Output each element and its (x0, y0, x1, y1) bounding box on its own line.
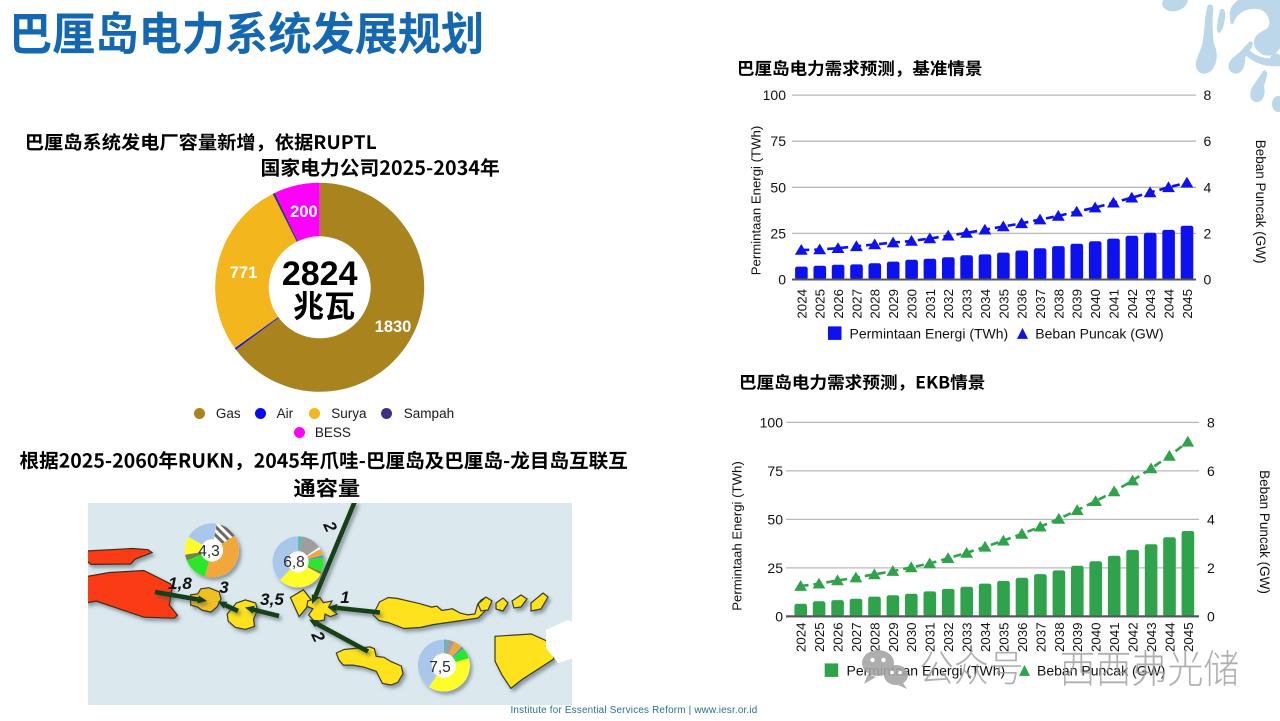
svg-text:2044: 2044 (1162, 289, 1177, 319)
svg-text:8: 8 (1204, 87, 1212, 103)
svg-text:2029: 2029 (886, 289, 901, 319)
svg-text:2034: 2034 (978, 289, 993, 319)
svg-text:2024: 2024 (794, 622, 809, 652)
svg-text:50: 50 (770, 179, 786, 195)
svg-text:8: 8 (1207, 414, 1215, 430)
svg-text:25: 25 (767, 560, 783, 576)
svg-text:4: 4 (1204, 179, 1212, 195)
svg-text:2027: 2027 (849, 289, 864, 319)
svg-text:3,5: 3,5 (260, 590, 284, 609)
svg-text:Permintaan Energi (TWh): Permintaan Energi (TWh) (850, 325, 1009, 341)
svg-text:2028: 2028 (867, 622, 882, 652)
svg-text:75: 75 (770, 133, 786, 149)
svg-text:2025: 2025 (813, 289, 828, 319)
svg-text:50: 50 (767, 511, 783, 527)
svg-text:0: 0 (778, 272, 786, 288)
svg-text:2040: 2040 (1088, 289, 1103, 319)
svg-text:2043: 2043 (1144, 622, 1159, 652)
svg-text:2032: 2032 (941, 622, 956, 652)
svg-text:0: 0 (775, 608, 783, 624)
svg-text:2033: 2033 (960, 289, 975, 319)
svg-text:7,5: 7,5 (429, 659, 451, 676)
svg-text:2029: 2029 (886, 622, 901, 652)
svg-text:2: 2 (1207, 560, 1215, 576)
svg-text:2035: 2035 (996, 622, 1011, 652)
svg-text:2027: 2027 (849, 622, 864, 652)
svg-text:2036: 2036 (1015, 289, 1030, 319)
svg-text:Beban Puncak (GW): Beban Puncak (GW) (1037, 662, 1165, 678)
svg-text:2037: 2037 (1033, 622, 1048, 652)
svg-text:3: 3 (219, 578, 229, 597)
svg-text:75: 75 (767, 463, 783, 479)
svg-text:2045: 2045 (1180, 289, 1195, 319)
svg-text:6: 6 (1207, 463, 1215, 479)
svg-text:2024: 2024 (794, 289, 809, 319)
svg-text:Permintaan Energi (TWh): Permintaan Energi (TWh) (749, 126, 764, 276)
svg-text:2031: 2031 (923, 622, 938, 652)
svg-text:2025: 2025 (812, 622, 827, 652)
svg-text:2042: 2042 (1125, 289, 1140, 319)
svg-text:2030: 2030 (904, 622, 919, 652)
svg-text:2038: 2038 (1051, 289, 1066, 319)
svg-text:2043: 2043 (1143, 289, 1158, 319)
svg-text:2039: 2039 (1070, 289, 1085, 319)
svg-text:2032: 2032 (941, 289, 956, 319)
svg-text:2041: 2041 (1107, 622, 1122, 652)
svg-text:2: 2 (1204, 225, 1212, 241)
svg-text:2026: 2026 (831, 289, 846, 319)
svg-text:Beban Puncak (GW): Beban Puncak (GW) (1035, 325, 1163, 341)
svg-text:25: 25 (770, 225, 786, 241)
svg-text:2044: 2044 (1162, 622, 1177, 652)
svg-text:2031: 2031 (923, 289, 938, 319)
svg-text:4,3: 4,3 (198, 543, 220, 560)
svg-text:4: 4 (1207, 511, 1215, 527)
svg-text:2030: 2030 (905, 289, 920, 319)
svg-text:2045: 2045 (1181, 622, 1196, 652)
svg-text:2033: 2033 (960, 622, 975, 652)
svg-text:2037: 2037 (1033, 289, 1048, 319)
svg-text:0: 0 (1207, 608, 1215, 624)
svg-text:2042: 2042 (1126, 622, 1141, 652)
svg-text:2034: 2034 (978, 622, 993, 652)
svg-text:100: 100 (763, 87, 787, 103)
svg-text:2035: 2035 (996, 289, 1011, 319)
svg-text:2026: 2026 (831, 622, 846, 652)
svg-text:2038: 2038 (1052, 622, 1067, 652)
svg-text:0: 0 (1204, 272, 1212, 288)
svg-text:2036: 2036 (1015, 622, 1030, 652)
svg-text:6,8: 6,8 (283, 554, 305, 571)
svg-text:Beban Puncak (GW): Beban Puncak (GW) (1253, 140, 1268, 264)
svg-text:2040: 2040 (1089, 622, 1104, 652)
svg-text:2028: 2028 (868, 289, 883, 319)
svg-text:Beban Puncak (GW): Beban Puncak (GW) (1257, 470, 1272, 594)
svg-text:100: 100 (760, 414, 784, 430)
svg-text:Permintaah Energi (TWh): Permintaah Energi (TWh) (730, 461, 745, 611)
svg-text:6: 6 (1204, 133, 1212, 149)
svg-text:2041: 2041 (1106, 289, 1121, 319)
svg-text:1: 1 (340, 588, 349, 607)
svg-text:1,8: 1,8 (168, 574, 192, 593)
svg-text:2039: 2039 (1070, 622, 1085, 652)
